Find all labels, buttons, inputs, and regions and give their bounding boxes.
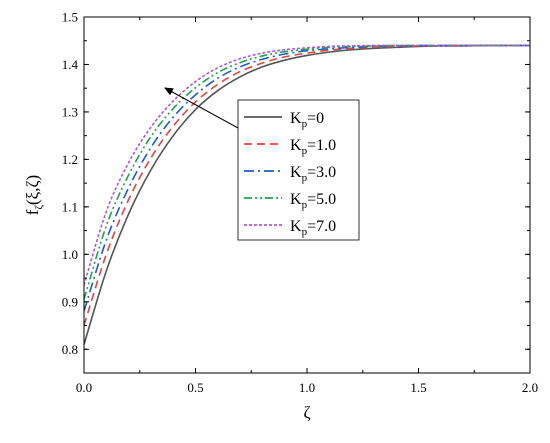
y-axis-label-sub: ζ [33,205,45,210]
y-axis-label-rest: (ξ,ζ) [23,175,42,205]
y-tick-label: 0.8 [62,342,78,357]
legend-label: Kp=3.0 [290,164,336,184]
y-tick-label: 1.3 [62,104,78,119]
y-tick-label: 1.0 [62,247,78,262]
x-tick-label: 1.0 [299,380,315,395]
legend-box [237,99,360,241]
legend-label: Kp=1.0 [290,137,336,157]
x-tick-label: 2.0 [522,380,538,395]
y-tick-label: 1.5 [62,10,78,25]
x-axis-label: ζ [303,403,310,422]
series-line-1 [84,44,530,326]
y-axis-ticks: 0.8 0.9 1.0 1.1 1.2 1.3 1.4 1.5 [62,10,530,374]
series-lines [84,44,530,345]
y-tick-label: 1.2 [62,152,78,167]
legend-label: Kp=0 [290,110,324,130]
y-axis-label: fζ(ξ,ζ) [23,175,45,215]
y-tick-label: 0.9 [62,294,78,309]
y-tick-label: 1.4 [62,57,79,72]
series-line-2 [84,44,530,312]
x-tick-label: 0.5 [187,380,203,395]
legend-label: Kp=5.0 [290,191,336,211]
y-axis-label-main: f [23,209,42,215]
x-axis-ticks: 0.0 0.5 1.0 1.5 2.0 [76,17,538,395]
y-tick-label: 1.1 [62,199,78,214]
x-tick-label: 1.5 [410,380,426,395]
series-line-3 [84,44,530,300]
legend-label: Kp=7.0 [290,218,336,238]
legend: Kp=0 Kp=1.0 Kp=3.0 Kp=5.0 Kp=7.0 [237,99,360,241]
x-tick-label: 0.0 [76,380,92,395]
increasing-kp-arrow [164,87,239,129]
